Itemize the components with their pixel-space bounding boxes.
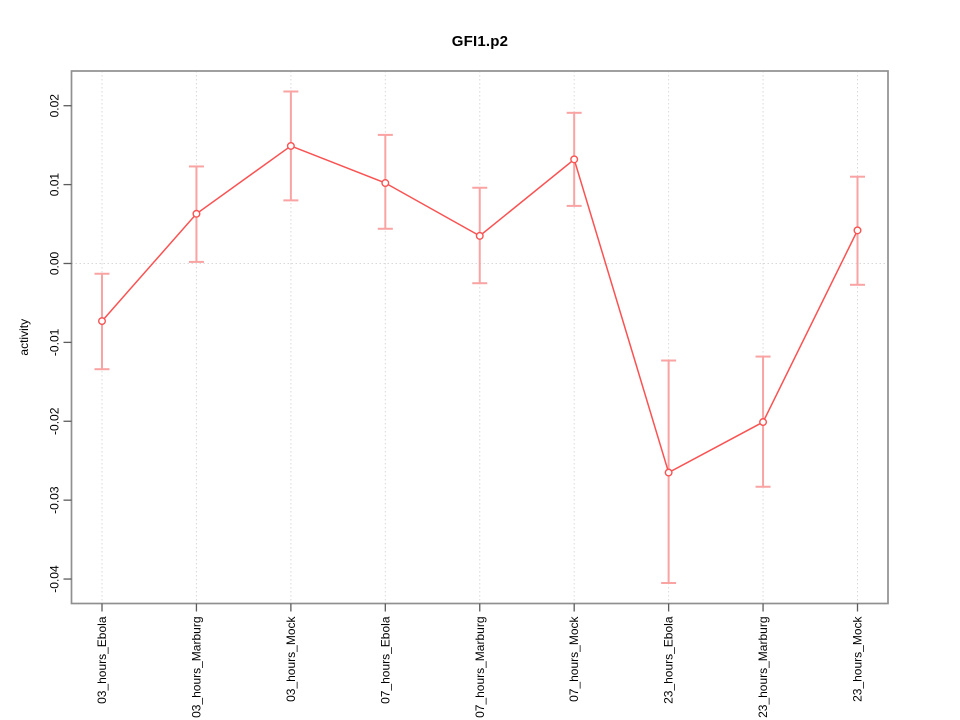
x-tick-label: 03_hours_Ebola (95, 616, 109, 704)
x-tick-label: 07_hours_Marburg (473, 617, 487, 718)
y-tick-label: 0.00 (48, 251, 62, 275)
x-tick-label: 23_hours_Mock (851, 616, 865, 702)
y-tick-label: -0.01 (48, 328, 62, 356)
x-tick-label: 23_hours_Ebola (662, 616, 676, 704)
data-point (853, 226, 862, 235)
data-point (381, 179, 390, 188)
y-tick-label: 0.01 (48, 173, 62, 197)
y-axis-label: activity (17, 319, 31, 356)
data-point (475, 231, 484, 240)
data-point (570, 155, 579, 164)
data-point (759, 418, 768, 427)
y-tick-label: -0.03 (48, 486, 62, 514)
x-tick-label: 03_hours_Mock (284, 616, 298, 702)
data-point (192, 209, 201, 218)
x-tick-label: 07_hours_Mock (567, 616, 581, 702)
data-point (97, 317, 106, 326)
x-tick-label: 03_hours_Marburg (189, 617, 203, 718)
x-tick-label: 07_hours_Ebola (378, 616, 392, 704)
y-tick-label: 0.02 (48, 94, 62, 118)
x-tick-label: 23_hours_Marburg (756, 617, 770, 718)
y-tick-label: -0.04 (48, 565, 62, 593)
chart-title: GFI1.p2 (451, 33, 509, 50)
data-point (286, 141, 295, 150)
data-point (664, 468, 673, 477)
y-tick-label: -0.02 (48, 407, 62, 435)
